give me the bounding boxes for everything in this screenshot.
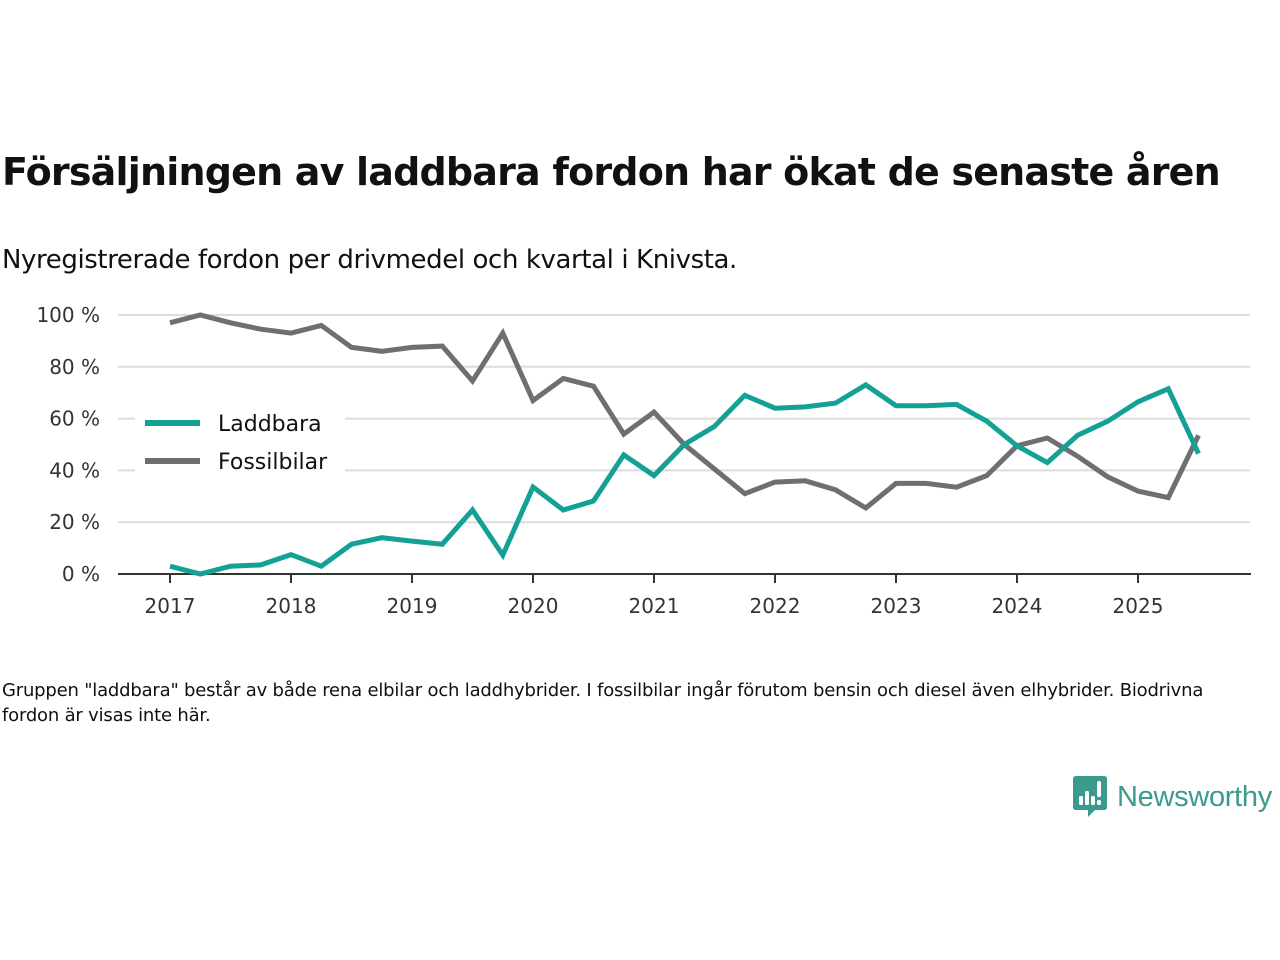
line-chart: 0 % 20 % 40 % 60 % 80 % 100 % 2017 2018 2019 202…: [36, 303, 1251, 618]
y-tick-label: 40 %: [49, 458, 100, 482]
chart-title: Försäljningen av laddbara fordon har öka…: [2, 150, 1221, 194]
legend-background: [135, 405, 345, 477]
x-tick-label: 2019: [387, 594, 438, 618]
x-tick-label: 2023: [871, 594, 922, 618]
x-tick-label: 2024: [992, 594, 1043, 618]
newsworthy-logo-icon: [1073, 776, 1107, 817]
legend-label-laddbara: Laddbara: [218, 412, 322, 437]
y-tick-label: 100 %: [36, 303, 100, 327]
x-tick-label: 2017: [145, 594, 196, 618]
chart-subtitle: Nyregistrerade fordon per drivmedel och …: [2, 245, 737, 275]
legend: Laddbara Fossilbilar: [135, 405, 345, 477]
brand-name: Newsworthy: [1117, 780, 1272, 813]
x-tick-label: 2021: [629, 594, 680, 618]
y-tick-label: 80 %: [49, 355, 100, 379]
x-tick-label: 2022: [750, 594, 801, 618]
y-tick-label: 0 %: [62, 562, 100, 586]
x-axis: 2017 2018 2019 2020 2021 2022 2023 2024 2025: [118, 573, 1251, 618]
x-tick-label: 2018: [266, 594, 317, 618]
x-tick-label: 2025: [1113, 594, 1164, 618]
brand-logo: Newsworthy: [1073, 776, 1272, 818]
series-lines: [169, 312, 1201, 577]
y-tick-label: 60 %: [49, 407, 100, 431]
y-tick-label: 20 %: [49, 510, 100, 534]
series-line-laddbara: [169, 381, 1201, 577]
y-axis: 0 % 20 % 40 % 60 % 80 % 100 %: [36, 303, 100, 586]
footnote: Gruppen "laddbara" består av både rena e…: [2, 680, 1204, 726]
x-tick-label: 2020: [508, 594, 559, 618]
legend-label-fossilbilar: Fossilbilar: [218, 450, 328, 475]
